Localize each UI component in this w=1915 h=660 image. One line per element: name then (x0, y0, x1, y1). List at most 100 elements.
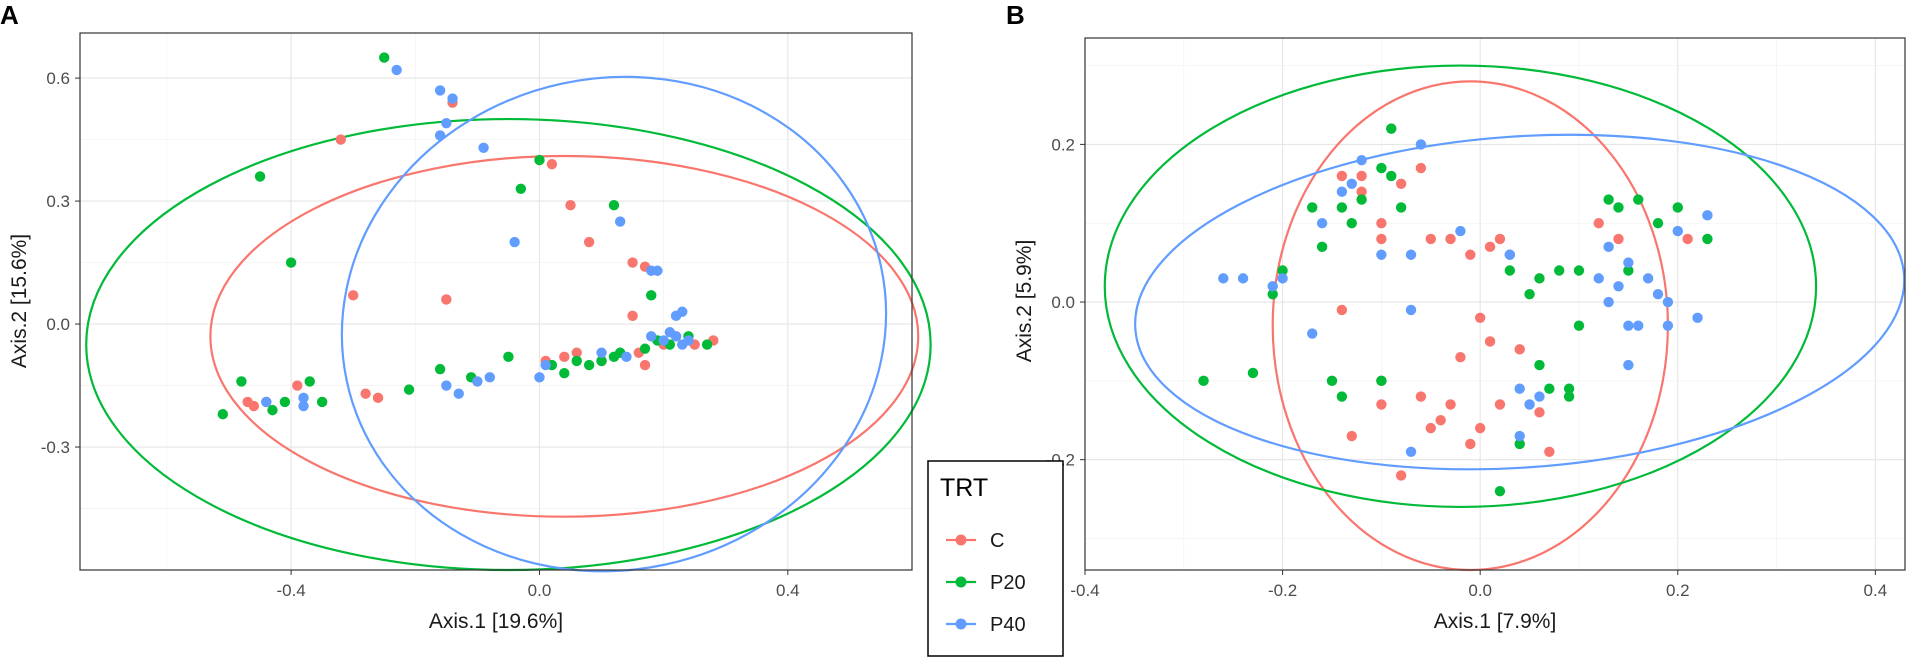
point-p20 (583, 359, 595, 371)
point-p40 (1405, 446, 1417, 457)
point-p20 (217, 409, 229, 420)
point-p40 (1702, 210, 1713, 221)
point-p20 (316, 396, 328, 408)
point-p40 (1623, 320, 1634, 331)
point-p20 (1563, 383, 1575, 394)
point-p40 (261, 396, 272, 408)
point-p20 (434, 363, 446, 375)
panel-b: B -0.4 -0.2 0.0 0.2 0.4 -0.2 0.0 0.2 Axis.1 [7… (1006, 0, 1906, 633)
point-c (1494, 233, 1506, 245)
point-p20 (559, 368, 570, 379)
point-c (1346, 430, 1357, 442)
point-c (1534, 407, 1545, 418)
point-p40 (472, 376, 483, 387)
point-c (1544, 446, 1555, 457)
point-p20 (1336, 202, 1348, 213)
point-p40 (298, 392, 309, 404)
point-c (1356, 186, 1367, 197)
point-p20 (1198, 375, 1209, 387)
point-p40 (670, 310, 682, 322)
point-p20 (379, 52, 390, 63)
point-p40 (1405, 249, 1417, 260)
point-p40 (1277, 273, 1288, 284)
point-p40 (540, 359, 551, 371)
point-p40 (1623, 257, 1634, 268)
point-c (1395, 470, 1407, 481)
ellipse-p40 (340, 75, 888, 573)
point-c (546, 158, 558, 170)
point-p40 (621, 351, 632, 363)
point-p20 (1652, 218, 1664, 229)
point-p20 (608, 199, 620, 211)
point-p20 (1346, 218, 1357, 229)
y-tick-label: 0.3 (46, 192, 70, 211)
point-p40 (1336, 186, 1348, 197)
legend-item-p40: P40 (946, 614, 1026, 636)
point-c (1474, 312, 1486, 323)
panel-b-y-ticks: -0.20.00.2 (1046, 135, 1085, 470)
point-p40 (1346, 178, 1357, 190)
point-c (1494, 399, 1506, 410)
point-p20 (304, 376, 315, 387)
point-c (627, 257, 638, 268)
point-c (1435, 415, 1446, 426)
point-p40 (1415, 139, 1427, 150)
x-tick-label: 0.4 (776, 581, 800, 600)
point-p40 (1662, 296, 1674, 308)
point-p40 (1455, 225, 1466, 237)
point-p40 (1692, 312, 1703, 323)
point-p20 (279, 396, 291, 408)
point-p40 (652, 265, 663, 276)
point-p20 (1563, 391, 1575, 402)
point-c (441, 294, 452, 305)
point-c (1465, 249, 1476, 260)
point-p40 (1405, 304, 1417, 316)
legend-key-dot (955, 618, 967, 630)
point-p40 (683, 335, 694, 346)
point-p40 (1307, 328, 1318, 339)
point-p20 (1613, 202, 1624, 213)
point-p40 (441, 380, 452, 391)
legend-item-c: C (946, 530, 1004, 552)
x-tick-label: 0.0 (528, 581, 552, 600)
point-p40 (1593, 273, 1604, 284)
point-p20 (1672, 202, 1683, 213)
point-p40 (1603, 241, 1614, 253)
legend-label: P40 (990, 614, 1026, 636)
point-c (571, 347, 582, 358)
panel-b-plot-area (1085, 38, 1905, 570)
point-p20 (596, 355, 607, 367)
point-p20 (534, 154, 545, 166)
point-p20 (1326, 375, 1338, 387)
point-c (1445, 399, 1456, 410)
point-p40 (1524, 399, 1535, 410)
panel-a-x-axis-title: Axis.1 [19.6%] (429, 610, 563, 633)
y-tick-label: 0.2 (1051, 135, 1075, 154)
legend-key-dot (955, 534, 967, 546)
point-c (1336, 170, 1348, 182)
point-c (1682, 233, 1693, 245)
point-p40 (596, 347, 607, 358)
point-c (1376, 218, 1387, 229)
point-p20 (701, 339, 713, 350)
panel-a-frame (79, 32, 913, 571)
point-c (583, 236, 595, 248)
panel-a-y-axis-title: Axis.2 [15.6%] (8, 234, 31, 368)
panel-b-x-axis-title: Axis.1 [7.9%] (1434, 610, 1557, 633)
point-c (1484, 241, 1496, 253)
point-c (1425, 422, 1436, 434)
point-c (1593, 218, 1604, 229)
point-p40 (434, 130, 446, 141)
point-c (1445, 233, 1456, 245)
legend-item-p20: P20 (946, 572, 1026, 594)
point-p20 (1573, 265, 1585, 276)
point-p40 (1652, 288, 1664, 300)
point-c (639, 359, 651, 371)
point-p40 (509, 236, 520, 248)
point-p40 (1514, 383, 1525, 394)
x-tick-label: 0.2 (1666, 581, 1690, 600)
panel-a-x-ticks: -0.4 0.0 0.4 (276, 570, 800, 600)
legend-key-dot (955, 576, 967, 588)
point-p40 (1237, 273, 1249, 284)
point-c (292, 380, 303, 391)
